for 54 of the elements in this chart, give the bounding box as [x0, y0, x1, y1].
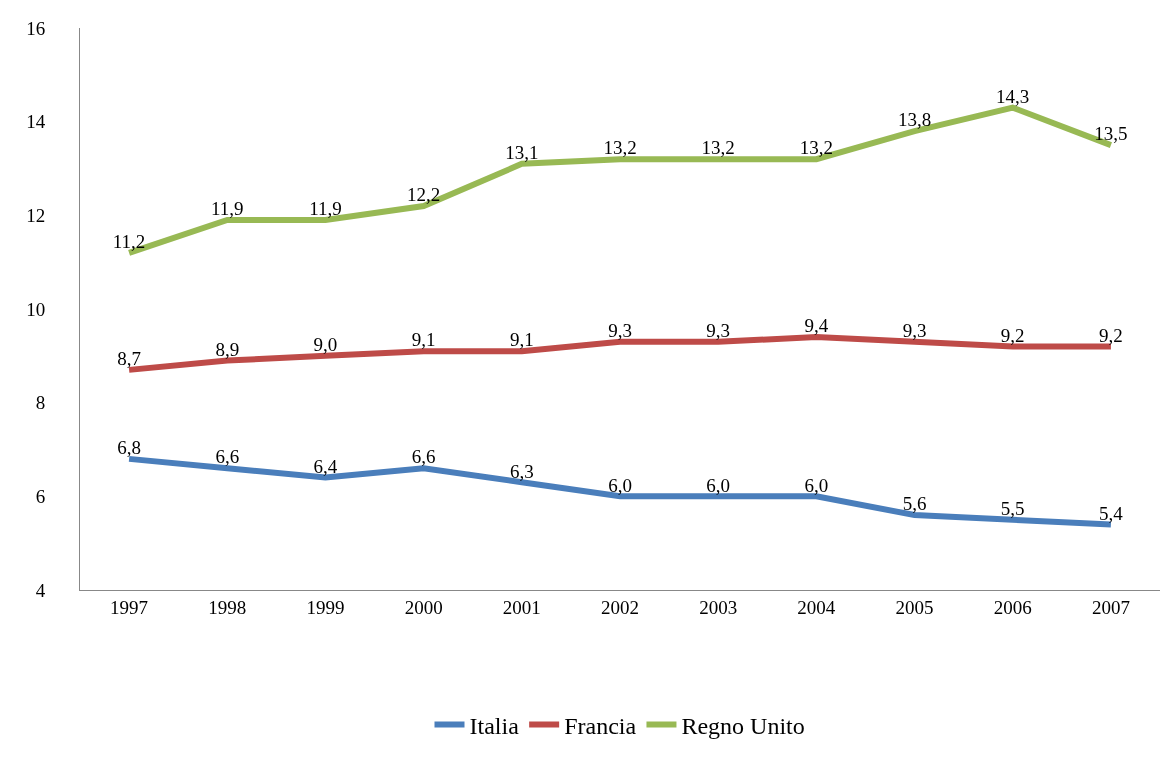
legend-label: Francia — [564, 712, 637, 739]
data-label: 11,9 — [211, 198, 244, 220]
y-tick-label: 8 — [35, 392, 46, 414]
data-label: 6,0 — [608, 474, 632, 496]
data-label: 14,3 — [996, 85, 1030, 107]
data-label: 8,7 — [117, 348, 141, 370]
data-label: 5,6 — [902, 493, 927, 515]
y-tick-label: 6 — [35, 485, 46, 507]
data-label: 13,2 — [603, 137, 637, 159]
x-tick-label: 1997 — [110, 596, 149, 618]
data-label: 11,2 — [112, 231, 146, 253]
data-label: 13,2 — [799, 137, 833, 159]
legend-label: Regno Unito — [681, 712, 805, 739]
data-label: 6,0 — [804, 474, 829, 496]
data-label: 9,0 — [313, 334, 338, 356]
y-tick-label: 12 — [26, 204, 46, 226]
data-label: 9,3 — [608, 320, 632, 342]
data-label: 13,8 — [897, 109, 932, 131]
y-tick-label: 4 — [35, 579, 46, 601]
data-label: 6,4 — [313, 455, 338, 477]
data-label: 9,4 — [804, 315, 829, 337]
y-tick-label: 14 — [26, 111, 46, 133]
data-label: 9,1 — [509, 329, 534, 351]
legend-label: Italia — [469, 712, 520, 739]
data-label: 6,8 — [117, 437, 141, 459]
x-tick-label: 1999 — [306, 596, 345, 618]
x-tick-label: 2002 — [601, 596, 639, 618]
data-label: 8,9 — [215, 338, 240, 360]
x-tick-label: 2003 — [699, 596, 738, 618]
y-tick-label: 10 — [26, 298, 46, 320]
y-tick-label: 16 — [26, 17, 46, 39]
data-label: 6,6 — [411, 446, 436, 468]
data-label: 6,0 — [706, 474, 731, 496]
data-label: 13,2 — [701, 137, 735, 159]
data-label: 9,3 — [706, 320, 731, 342]
data-label: 9,2 — [1099, 324, 1123, 346]
x-tick-label: 2006 — [993, 596, 1032, 618]
data-label: 6,3 — [509, 460, 534, 482]
data-label: 5,4 — [1099, 502, 1124, 524]
data-label: 5,5 — [1000, 498, 1025, 519]
x-tick-label: 1998 — [208, 596, 247, 618]
x-tick-label: 2001 — [502, 596, 541, 618]
data-label: 9,2 — [1000, 324, 1025, 346]
data-label: 9,1 — [411, 329, 436, 351]
data-label: 9,3 — [902, 320, 927, 342]
x-tick-label: 2000 — [404, 596, 443, 618]
data-label: 13,1 — [505, 142, 539, 164]
data-label: 11,9 — [309, 198, 342, 220]
data-label: 6,6 — [215, 446, 240, 468]
x-tick-label: 2005 — [895, 596, 934, 618]
x-tick-label: 2004 — [797, 596, 836, 618]
data-label: 12,2 — [407, 184, 441, 206]
data-label: 13,5 — [1094, 123, 1128, 145]
x-tick-label: 2007 — [1091, 596, 1130, 618]
